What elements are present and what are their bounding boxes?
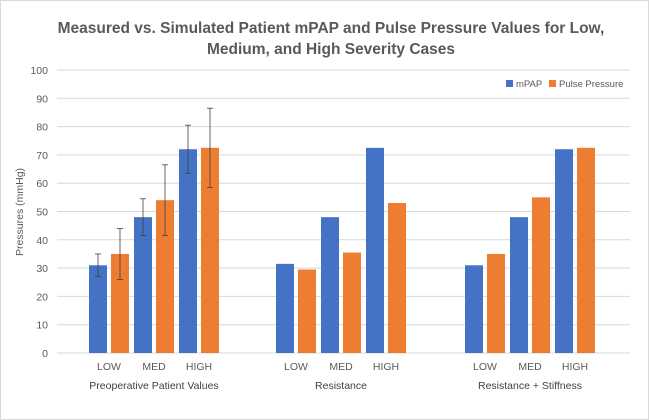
bar-2-high-mpap: [555, 149, 573, 353]
bar-0-med-mpap: [134, 217, 152, 353]
group-label-1: Resistance: [315, 380, 367, 392]
y-tick-label-20: 20: [36, 291, 48, 303]
bar-1-med-mpap: [321, 217, 339, 353]
y-tick-label-40: 40: [36, 235, 48, 247]
category-label-0-med: MED: [142, 361, 166, 373]
y-tick-label-100: 100: [30, 65, 48, 77]
legend-swatch-pulse-pressure: [549, 80, 556, 87]
legend-label-mpap: mPAP: [516, 79, 542, 90]
category-label-2-high: HIGH: [562, 361, 588, 373]
chart-title: Measured vs. Simulated Patient mPAP and …: [58, 20, 605, 58]
y-tick-label-10: 10: [36, 320, 48, 332]
category-label-1-high: HIGH: [373, 361, 399, 373]
category-label-0-low: LOW: [97, 361, 121, 373]
group-labels: Preoperative Patient Values Resistance Res…: [89, 380, 582, 392]
bar-0-high-mpap: [179, 149, 197, 353]
bar-2-low-mpap: [465, 265, 483, 353]
category-label-1-med: MED: [329, 361, 353, 373]
bar-0-med-pulse-pressure: [156, 200, 174, 353]
bar-2-med-pulse-pressure: [532, 197, 550, 353]
y-tick-label-30: 30: [36, 263, 48, 275]
bar-2-med-mpap: [510, 217, 528, 353]
category-label-2-med: MED: [518, 361, 542, 373]
group-label-0: Preoperative Patient Values: [89, 380, 218, 392]
chart-title-line-1: Measured vs. Simulated Patient mPAP and …: [58, 20, 605, 37]
y-axis-tick-labels: 0 10 20 30 40 50 60 70 80 90 100: [30, 65, 48, 360]
category-label-0-high: HIGH: [186, 361, 212, 373]
bars: [89, 147, 595, 353]
bar-1-low-mpap: [276, 263, 294, 353]
legend-label-pulse-pressure: Pulse Pressure: [559, 79, 623, 90]
category-label-2-low: LOW: [473, 361, 497, 373]
y-tick-label-50: 50: [36, 207, 48, 219]
bar-1-med-pulse-pressure: [343, 252, 361, 353]
category-labels: LOW MED HIGH LOW MED HIGH LOW MED HIGH: [97, 361, 588, 373]
bar-2-high-pulse-pressure: [577, 147, 595, 353]
bar-0-low-mpap: [89, 265, 107, 353]
legend: mPAP Pulse Pressure: [506, 79, 623, 90]
y-tick-label-70: 70: [36, 150, 48, 162]
error-bars: [95, 107, 213, 280]
bar-0-high-pulse-pressure: [201, 147, 219, 353]
bar-1-low-pulse-pressure: [298, 269, 316, 353]
chart-title-line-2: Medium, and High Severity Cases: [207, 41, 455, 58]
bar-0-low-pulse-pressure: [111, 253, 129, 353]
legend-swatch-mpap: [506, 80, 513, 87]
y-tick-label-80: 80: [36, 122, 48, 134]
bar-1-high-pulse-pressure: [388, 203, 406, 353]
bar-1-high-mpap: [366, 147, 384, 353]
y-axis-label: Pressures (mmHg): [14, 168, 26, 256]
y-tick-label-0: 0: [42, 348, 48, 360]
category-label-1-low: LOW: [284, 361, 308, 373]
group-label-2: Resistance + Stiffness: [478, 380, 582, 392]
y-tick-label-60: 60: [36, 178, 48, 190]
y-tick-label-90: 90: [36, 93, 48, 105]
bar-2-low-pulse-pressure: [487, 253, 505, 353]
